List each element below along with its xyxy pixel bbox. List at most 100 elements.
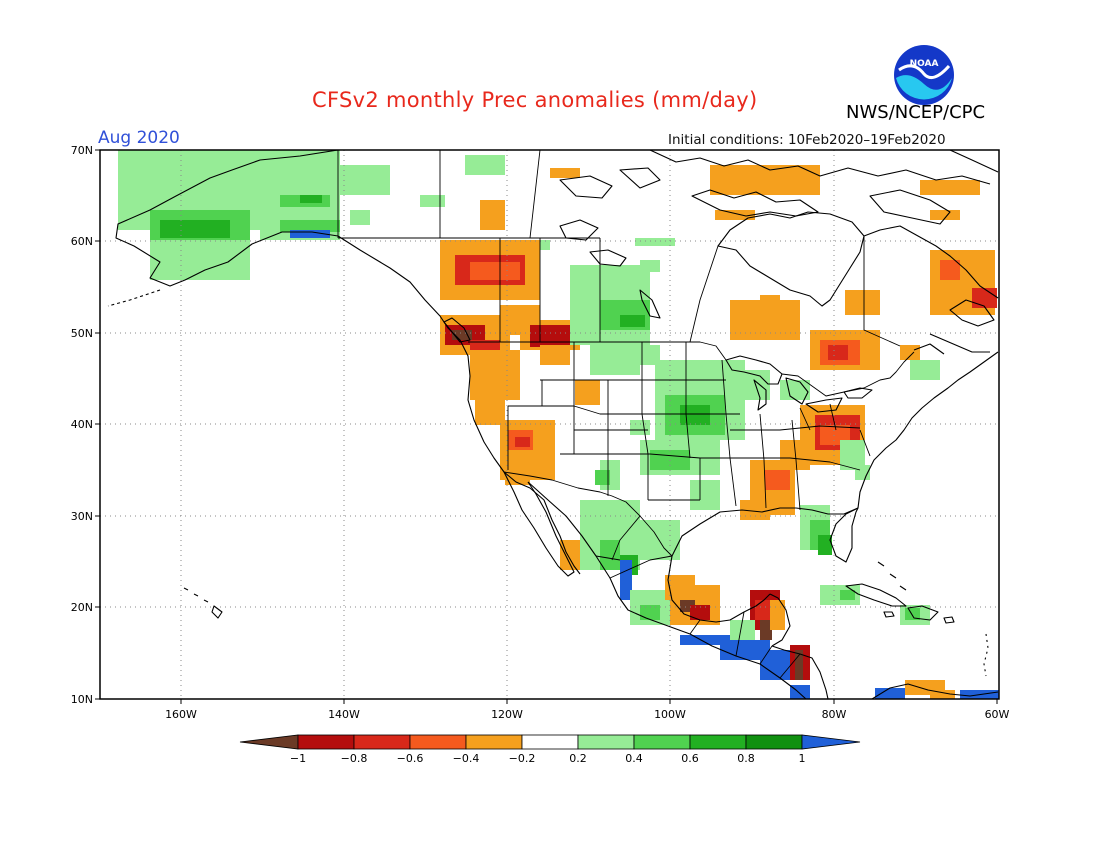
coastlines	[107, 150, 999, 699]
noaa-logo: NOAA	[894, 45, 954, 105]
colorbar-segment	[465, 734, 523, 750]
anomaly-cell	[350, 210, 370, 225]
anomaly-cell	[160, 220, 230, 238]
lat-label: 20N	[71, 601, 93, 614]
colorbar-segment	[409, 734, 467, 750]
anomaly-cell	[150, 155, 220, 170]
anomaly-cell	[635, 238, 675, 246]
colorbar-segment	[745, 734, 803, 750]
anomaly-cell	[818, 535, 832, 555]
lon-label: 140W	[328, 708, 360, 721]
colorbar-segment	[633, 734, 691, 750]
colorbar-label: −0.6	[397, 752, 424, 765]
lat-label: 60N	[71, 235, 93, 248]
anomaly-cell	[515, 437, 530, 447]
anomaly-cell	[875, 688, 905, 699]
lon-label: 80W	[822, 708, 847, 721]
anomaly-cell	[760, 295, 780, 305]
anomaly-cell	[730, 620, 755, 640]
map-title: CFSv2 monthly Prec anomalies (mm/day)	[312, 88, 758, 112]
anomaly-cell	[150, 240, 250, 280]
anomaly-cell	[680, 635, 740, 645]
anomaly-cell	[795, 650, 803, 680]
anomaly-cell	[630, 345, 660, 365]
colorbar-label: 0.2	[569, 752, 587, 765]
anomaly-cell	[940, 260, 960, 280]
lon-label: 100W	[654, 708, 686, 721]
anomaly-cell	[595, 470, 610, 485]
colorbar-labels: −1 −0.8 −0.6 −0.4 −0.2 0.2 0.4 0.6 0.8 1	[290, 752, 806, 765]
lat-label: 70N	[71, 144, 93, 157]
lon-label: 160W	[165, 708, 197, 721]
colorbar-label: −0.8	[341, 752, 368, 765]
anomaly-cell	[640, 605, 660, 620]
anomaly-cell	[900, 345, 920, 360]
anomaly-cell	[630, 420, 650, 435]
anomaly-cell	[765, 470, 790, 490]
colorbar-segment	[689, 734, 747, 750]
anomaly-cell	[620, 560, 632, 600]
anomaly-cell	[845, 290, 880, 315]
anomaly-cell	[690, 480, 720, 510]
axis-ticks	[95, 149, 998, 704]
anomaly-cell	[550, 168, 580, 178]
anomaly-cell	[770, 600, 785, 630]
colorbar	[239, 734, 861, 750]
longitude-labels: 160W 140W 120W 100W 80W 60W	[165, 708, 1009, 721]
anomaly-cell	[280, 220, 340, 232]
anomaly-cell	[640, 520, 680, 560]
anomaly-cell	[240, 150, 280, 165]
anomaly-shading	[118, 150, 999, 699]
anomaly-cell	[452, 330, 472, 340]
anomaly-cell	[930, 690, 955, 699]
anomaly-cell	[972, 288, 997, 308]
anomaly-cell	[828, 345, 848, 360]
lat-label: 10N	[71, 693, 93, 706]
anomaly-cell	[530, 325, 570, 347]
anomaly-cell	[690, 605, 710, 620]
colorbar-label: 0.6	[681, 752, 699, 765]
anomaly-cell	[540, 345, 570, 365]
anomaly-cell	[620, 315, 645, 327]
anomaly-cell	[300, 195, 322, 203]
anomaly-cell	[910, 360, 940, 380]
latitude-labels: 70N 60N 50N 40N 30N 20N 10N	[71, 144, 93, 706]
anomaly-cell	[560, 540, 580, 570]
anomaly-cell	[480, 200, 505, 230]
colorbar-segment	[353, 734, 411, 750]
lon-label: 120W	[491, 708, 523, 721]
anomaly-cell	[420, 195, 445, 207]
colorbar-label: 0.4	[625, 752, 643, 765]
colorbar-left-arrow	[239, 734, 299, 750]
agency-label: NWS/NCEP/CPC	[846, 102, 986, 123]
anomaly-cell	[710, 165, 820, 195]
anomaly-cell	[600, 540, 620, 570]
lat-label: 30N	[71, 510, 93, 523]
anomaly-cell	[470, 350, 520, 400]
lat-label: 40N	[71, 418, 93, 431]
anomaly-cell	[290, 230, 330, 238]
anomaly-cell	[340, 165, 390, 195]
anomaly-cell	[470, 262, 520, 280]
colorbar-label: −0.2	[509, 752, 536, 765]
anomaly-cell	[505, 465, 530, 485]
lon-label: 60W	[985, 708, 1010, 721]
colorbar-label: 0.8	[737, 752, 755, 765]
colorbar-label: 1	[799, 752, 806, 765]
anomaly-cell	[465, 155, 505, 175]
colorbar-segment	[297, 734, 355, 750]
political-boundaries	[337, 150, 915, 679]
anomaly-cell	[740, 500, 770, 520]
colorbar-right-arrow	[801, 734, 861, 750]
valid-month-label: Aug 2020	[98, 128, 180, 148]
colorbar-label: −0.4	[453, 752, 480, 765]
colorbar-label: −1	[290, 752, 306, 765]
anomaly-cell	[780, 440, 810, 470]
anomaly-cell	[930, 210, 960, 220]
anomaly-cell	[730, 300, 800, 340]
colorbar-segment	[577, 734, 635, 750]
anomaly-cell	[715, 210, 755, 220]
anomaly-cell	[905, 608, 920, 620]
lat-label: 50N	[71, 327, 93, 340]
